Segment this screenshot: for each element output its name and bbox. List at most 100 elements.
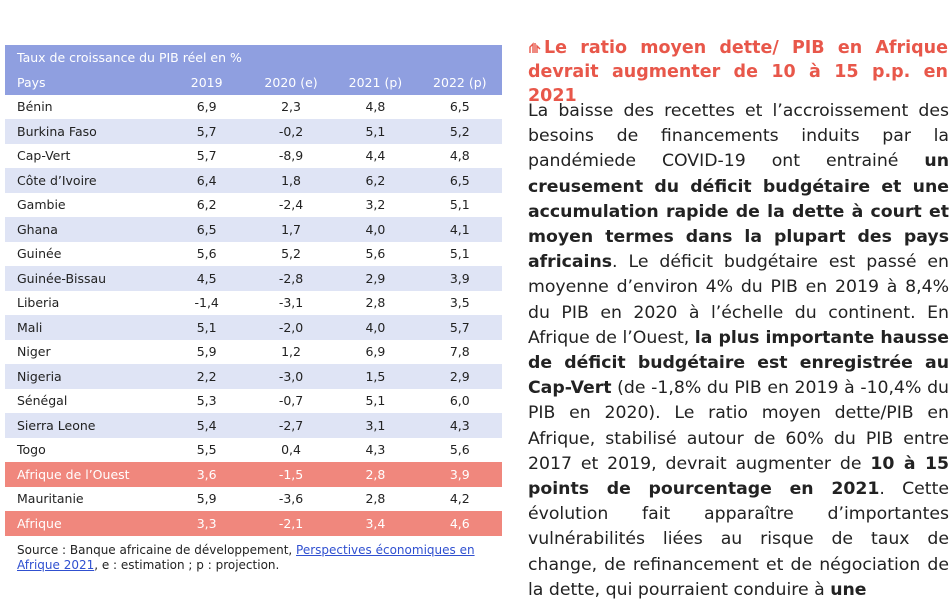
table-title-row: Taux de croissance du PIB réel en %: [5, 45, 502, 70]
growth-table: Taux de croissance du PIB réel en % Pays…: [5, 45, 502, 536]
value-cell: 6,2: [196, 197, 217, 213]
value-cell: 5,7: [449, 319, 470, 335]
value-cell: -0,2: [278, 123, 304, 139]
article-paragraph: La baisse des recettes et l’accroissemen…: [528, 99, 949, 603]
bold-text: un creusement du déficit budgétaire et u…: [528, 151, 949, 273]
value-cell: 5,1: [365, 123, 386, 139]
table-row: Sierra Leone 5,4 -2,7 3,1 4,3: [5, 413, 502, 438]
value-cell: 2,8: [365, 491, 386, 507]
value-cell: 4,1: [449, 221, 470, 237]
header-cell: 2021 (p): [333, 70, 418, 95]
value-cell: 5,9: [196, 491, 217, 507]
country-cell: Bénin: [17, 99, 53, 115]
value-cell: -2,7: [278, 417, 304, 433]
country-cell: Sénégal: [17, 393, 68, 409]
value-cell: 4,0: [365, 319, 386, 335]
table-row: Côte d’Ivoire 6,4 1,8 6,2 6,5: [5, 168, 502, 193]
text-run: (de -1,8% du PIB en 2019 à -10,4% du PIB…: [528, 378, 949, 474]
value-cell: 3,2: [365, 197, 386, 213]
value-cell: 5,5: [196, 442, 217, 458]
country-cell: Afrique de l’Ouest: [17, 466, 130, 482]
bold-text: une: [830, 579, 867, 600]
value-cell: 4,4: [365, 148, 386, 164]
table-source: Source : Banque africaine de développeme…: [17, 543, 502, 573]
value-cell: 5,4: [196, 417, 217, 433]
value-cell: 2,8: [365, 466, 386, 482]
country-cell: Nigeria: [17, 368, 62, 384]
table-title: Taux de croissance du PIB réel en %: [5, 45, 502, 70]
value-cell: -2,8: [278, 270, 304, 286]
value-cell: 6,9: [365, 344, 386, 360]
value-cell: -2,0: [278, 319, 304, 335]
value-cell: 5,6: [196, 246, 217, 262]
value-cell: -1,5: [278, 466, 304, 482]
value-cell: 6,5: [449, 99, 470, 115]
value-cell: 5,7: [196, 148, 217, 164]
value-cell: 4,6: [449, 515, 470, 531]
header-cell: 2019: [164, 70, 249, 95]
header-cell: 2022 (p): [417, 70, 502, 95]
value-cell: 3,5: [449, 295, 470, 311]
source-text: Source : Banque africaine de développeme…: [17, 543, 297, 557]
value-cell: 3,6: [196, 466, 217, 482]
country-cell: Mali: [17, 319, 43, 335]
value-cell: -8,9: [278, 148, 304, 164]
value-cell: 3,1: [365, 417, 386, 433]
value-cell: -2,1: [278, 515, 304, 531]
table-body: Bénin 6,9 2,3 4,8 6,5 Burkina Faso 5,7 -0,2 5,1 5…: [5, 95, 502, 536]
value-cell: 4,0: [365, 221, 386, 237]
country-cell: Mauritanie: [17, 491, 84, 507]
value-cell: 5,1: [365, 393, 386, 409]
text-run: . Le déficit budgétaire est passé en moy…: [528, 252, 949, 348]
value-cell: 5,1: [449, 246, 470, 262]
value-cell: 4,3: [365, 442, 386, 458]
table-row: Liberia -1,4 -3,1 2,8 3,5: [5, 291, 502, 316]
country-cell: Guinée-Bissau: [17, 270, 107, 286]
value-cell: -3,0: [278, 368, 304, 384]
table-row: Mauritanie 5,9 -3,6 2,8 4,2: [5, 487, 502, 512]
table-row: Mali 5,1 -2,0 4,0 5,7: [5, 315, 502, 340]
value-cell: 1,5: [365, 368, 386, 384]
table-row: Guinée 5,6 5,2 5,6 5,1: [5, 242, 502, 267]
value-cell: 2,8: [365, 295, 386, 311]
table-row: Ghana 6,5 1,7 4,0 4,1: [5, 217, 502, 242]
value-cell: 4,5: [196, 270, 217, 286]
heading-text: Le ratio moyen dette/ PIB en Afrique dev…: [528, 38, 948, 106]
value-cell: 3,4: [365, 515, 386, 531]
table-row: Sénégal 5,3 -0,7 5,1 6,0: [5, 389, 502, 414]
header-cell: 2020 (e): [248, 70, 334, 95]
table-row: Afrique de l’Ouest 3,6 -1,5 2,8 3,9: [5, 462, 502, 487]
table-row: Burkina Faso 5,7 -0,2 5,1 5,2: [5, 119, 502, 144]
country-cell: Côte d’Ivoire: [17, 172, 97, 188]
value-cell: 3,9: [449, 270, 470, 286]
text-run: La baisse des recettes et l’accroissemen…: [528, 101, 949, 172]
value-cell: 4,2: [449, 491, 470, 507]
value-cell: 5,1: [196, 319, 217, 335]
value-cell: 3,3: [196, 515, 217, 531]
value-cell: 6,0: [449, 393, 470, 409]
heading-icon: [529, 42, 541, 53]
value-cell: 5,9: [196, 344, 217, 360]
country-cell: Sierra Leone: [17, 417, 96, 433]
value-cell: 2,3: [281, 99, 301, 115]
value-cell: 6,2: [365, 172, 386, 188]
value-cell: 5,3: [196, 393, 217, 409]
country-cell: Niger: [17, 344, 51, 360]
table-row: Gambie 6,2 -2,4 3,2 5,1: [5, 193, 502, 218]
table-row: Niger 5,9 1,2 6,9 7,8: [5, 340, 502, 365]
country-cell: Gambie: [17, 197, 66, 213]
value-cell: 1,2: [281, 344, 301, 360]
bold-text: la plus importante hausse de déficit bud…: [528, 327, 949, 399]
value-cell: 5,6: [449, 442, 470, 458]
table-row: Bénin 6,9 2,3 4,8 6,5: [5, 95, 502, 120]
bold-text: 10 à 15 points de pourcentage en 2021: [528, 453, 949, 500]
header-cell: Pays: [5, 70, 165, 95]
source-link[interactable]: Perspectives économiques en Afrique 2021: [17, 543, 475, 572]
table-row: Cap-Vert 5,7 -8,9 4,4 4,8: [5, 144, 502, 169]
country-cell: Afrique: [17, 515, 62, 531]
value-cell: 5,6: [365, 246, 386, 262]
value-cell: 7,8: [449, 344, 470, 360]
value-cell: -3,6: [278, 491, 304, 507]
value-cell: 0,4: [281, 442, 301, 458]
